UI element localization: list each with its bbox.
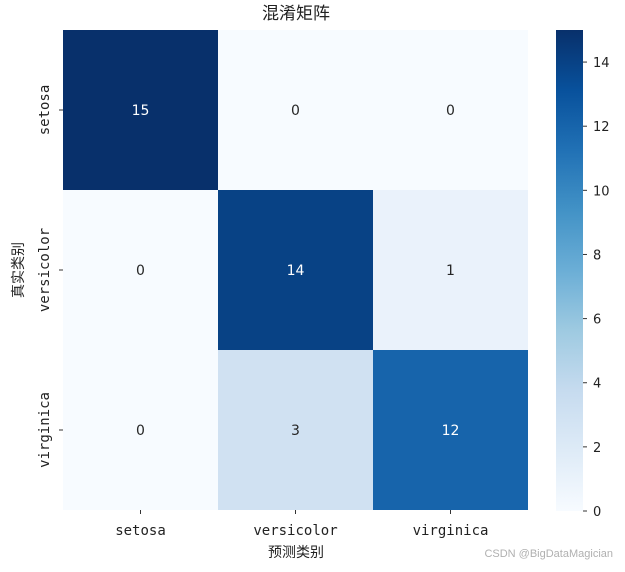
colorbar-tick-label: 10 (593, 184, 610, 199)
colorbar-tick-label: 14 (593, 56, 610, 71)
x-tick-label: setosa (115, 523, 166, 539)
colorbar (556, 30, 583, 511)
cell-value-label: 12 (442, 423, 460, 439)
y-axis-label: 真实类别 (11, 242, 27, 298)
x-axis-label: 预测类别 (268, 545, 324, 561)
cell-value-label: 14 (287, 263, 305, 279)
colorbar-tick-label: 0 (593, 505, 601, 520)
cell-value-label: 0 (136, 263, 145, 279)
cell-value-label: 1 (446, 263, 455, 279)
y-tick-label: virginica (37, 392, 53, 468)
x-tick-label: virginica (413, 523, 489, 539)
watermark: CSDN @BigDataMagician (484, 548, 613, 560)
cell-value-label: 0 (446, 103, 455, 119)
colorbar-tick-label: 6 (593, 313, 601, 328)
colorbar-tick-label: 2 (593, 441, 601, 456)
cell-value-label: 0 (291, 103, 300, 119)
chart-title: 混淆矩阵 (262, 4, 330, 24)
y-tick-label: setosa (37, 85, 53, 136)
x-tick-label: versicolor (253, 523, 337, 539)
colorbar-tick-label: 8 (593, 248, 601, 263)
y-tick-label: versicolor (37, 228, 53, 312)
cell-value-label: 0 (136, 423, 145, 439)
colorbar-tick-label: 4 (593, 377, 601, 392)
cell-value-label: 3 (291, 423, 300, 439)
cell-value-label: 15 (132, 103, 150, 119)
colorbar-tick-label: 12 (593, 120, 610, 135)
